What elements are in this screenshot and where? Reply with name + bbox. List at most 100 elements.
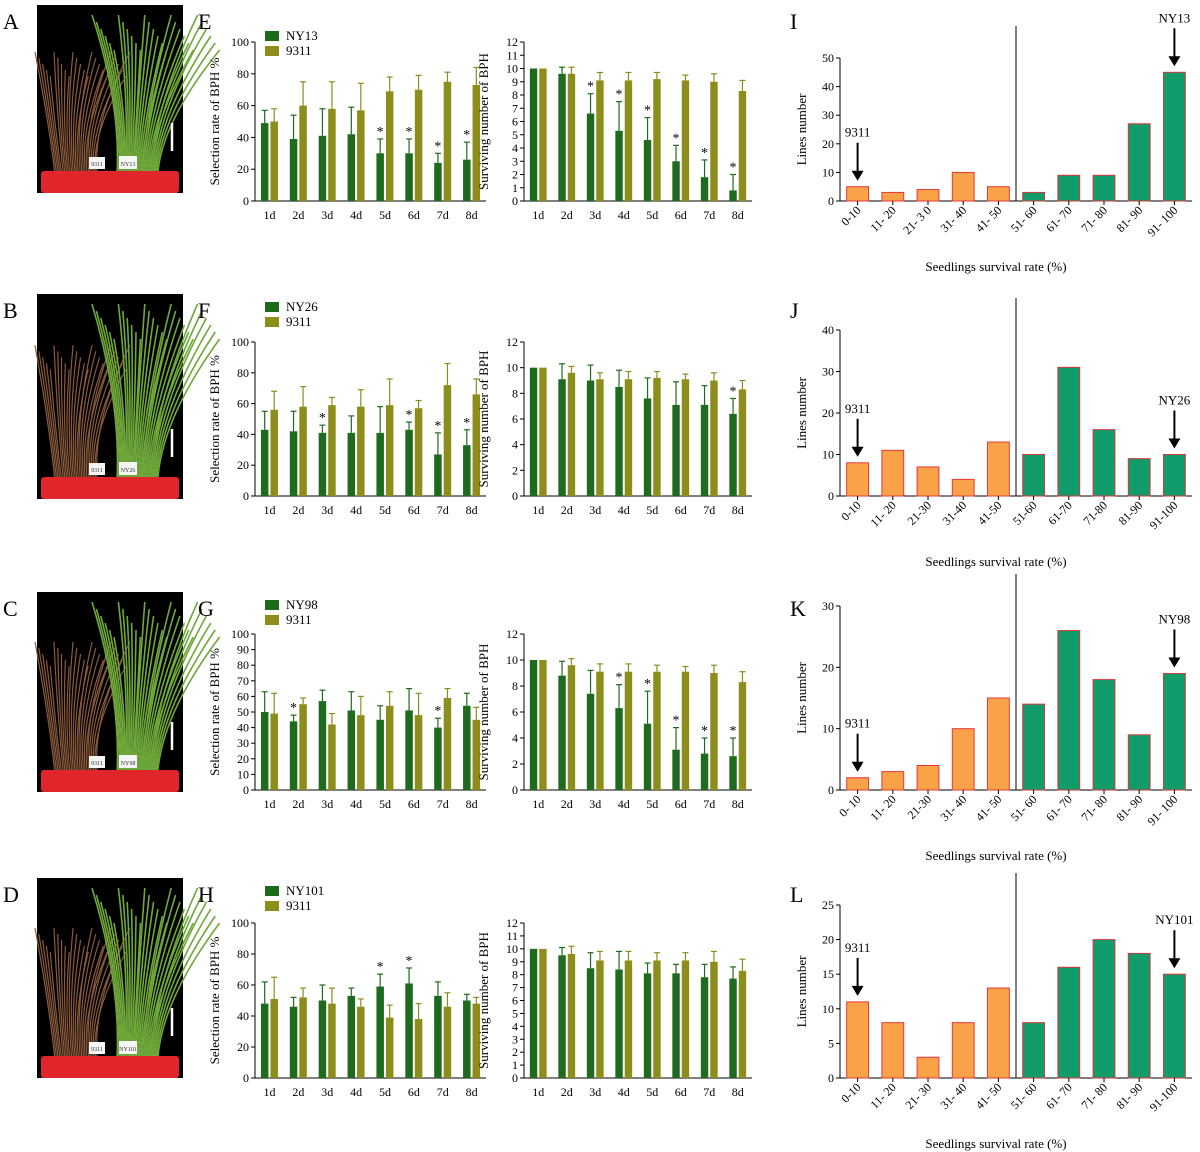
- bar-line: [463, 159, 471, 201]
- bar-9311: [357, 715, 365, 790]
- plant-tag-right: [119, 1041, 137, 1054]
- bar-line: [434, 727, 442, 790]
- bar-9311: [299, 704, 307, 790]
- bar-9311: [385, 705, 394, 790]
- y-tick-label: 30: [822, 365, 834, 379]
- bar-line: [558, 675, 566, 790]
- green-leaf: [137, 622, 159, 775]
- green-leaf: [156, 636, 221, 775]
- bar-9311: [472, 719, 481, 790]
- y-axis-label: Selection rate of BPH %: [207, 57, 222, 185]
- bar-line: [434, 454, 442, 496]
- dead-leaf: [63, 659, 70, 775]
- y-tick-label: 60: [237, 99, 249, 113]
- bar-line: [558, 379, 566, 496]
- panel-letter: J: [790, 298, 799, 323]
- panel-k: K 0 10 20 30 Lines number 0- 10 11- 20 21-30 31- …: [790, 574, 1192, 863]
- panel-l: L 0 5 10 15 20 25 Lines number 0-10 11- 20 21- 30 3…: [790, 873, 1194, 1151]
- surviving-number-chart: 0 2 4 6 8 10 12 Surviving number of BPH 1d 2d 3d 4d…: [476, 627, 752, 811]
- y-tick-label: 0: [828, 489, 834, 503]
- x-tick-label: 11- 20: [867, 792, 899, 824]
- plant-tag-left: [89, 756, 105, 768]
- bar-9311: [710, 673, 718, 790]
- y-tick-label: 8: [512, 679, 518, 693]
- panel-j: J 0 10 20 30 40 Lines number 0-10 11- 20 21-30 31-…: [790, 298, 1192, 569]
- dead-leaf: [80, 57, 97, 176]
- bar-9311: [357, 110, 365, 201]
- x-tick-label: 1d: [263, 797, 275, 811]
- x-tick-label: 2d: [292, 503, 304, 517]
- y-tick-label: 10: [822, 722, 834, 736]
- panel-letter: B: [3, 298, 18, 323]
- x-tick-label: 51- 60: [1008, 1080, 1040, 1112]
- dead-leaf: [80, 351, 97, 482]
- y-tick-label: 30: [237, 736, 249, 750]
- bar-9311: [653, 960, 661, 1078]
- green-leaf: [151, 21, 203, 176]
- bar-9311: [443, 1006, 452, 1078]
- y-tick-label: 80: [237, 366, 249, 380]
- y-tick-label: 60: [237, 397, 249, 411]
- y-tick-label: 30: [822, 108, 834, 122]
- y-tick-label: 60: [237, 978, 249, 992]
- y-tick-label: 40: [237, 1009, 249, 1023]
- dead-leaf: [57, 933, 66, 1061]
- dead-leaf: [34, 927, 56, 1061]
- arrow-line-label: NY13: [1159, 10, 1191, 25]
- x-tick-label: 7d: [437, 797, 449, 811]
- y-axis-label: Lines number: [794, 376, 809, 449]
- bar-9311: [539, 660, 547, 790]
- green-leaf: [151, 608, 203, 775]
- bar-line: [318, 432, 327, 496]
- panel-letter: L: [790, 882, 803, 907]
- arrow-line-label: NY26: [1159, 393, 1191, 408]
- green-leaf: [145, 622, 186, 775]
- bar-line: [729, 190, 737, 201]
- dead-leaf: [83, 363, 104, 482]
- bar-line: [376, 432, 384, 496]
- significance-star: *: [644, 104, 651, 119]
- bar-9311: [567, 954, 576, 1078]
- y-tick-label: 9: [512, 955, 518, 969]
- bar-high-survival: [1127, 952, 1151, 1079]
- plant-tag-left-text: 9311: [91, 162, 103, 168]
- bar-9311: [385, 91, 394, 201]
- bar-line: [347, 710, 356, 790]
- bar-line: [434, 995, 442, 1078]
- y-tick-label: 4: [512, 731, 518, 745]
- bar-9311: [710, 81, 718, 201]
- green-leaf: [154, 622, 212, 775]
- y-tick-label: 20: [822, 406, 834, 420]
- y-tick-label: 20: [237, 458, 249, 472]
- green-leaf: [141, 14, 172, 176]
- surviving-number-chart: 0 2 4 6 8 10 12 Surviving number of BPH 1d 2d 3d 4d…: [476, 335, 752, 517]
- dead-leaf: [78, 641, 93, 775]
- bar-line: [586, 968, 595, 1078]
- bar-line: [289, 138, 298, 201]
- y-tick-label: 6: [512, 994, 518, 1008]
- x-tick-label: 1d: [532, 797, 544, 811]
- x-tick-label: 6d: [408, 208, 420, 222]
- panel-letter: F: [198, 298, 210, 323]
- significance-star: *: [434, 139, 441, 154]
- bar-low-survival: [916, 1056, 940, 1079]
- x-tick-label: 41- 50: [973, 792, 1005, 824]
- green-leaf: [149, 14, 199, 176]
- arrow-line-head: [1168, 958, 1181, 969]
- bar-high-survival: [1022, 454, 1046, 497]
- bar-line: [347, 134, 356, 201]
- y-axis-label: Selection rate of BPH %: [207, 936, 222, 1064]
- x-tick-label: 61-70: [1045, 498, 1075, 528]
- y-tick-label: 80: [237, 67, 249, 81]
- legend-label-line: NY98: [286, 597, 318, 612]
- photo-panel-c: C 9311 NY98: [3, 592, 221, 792]
- plant-tag-right: [119, 462, 137, 475]
- dead-leaf: [66, 75, 71, 176]
- y-tick-label: 15: [822, 967, 834, 981]
- green-leaf: [154, 324, 212, 482]
- bar-9311: [567, 73, 576, 201]
- dead-leaf: [72, 939, 82, 1061]
- legend-swatch-line: [265, 886, 279, 896]
- green-plants-resistant: [91, 887, 221, 1061]
